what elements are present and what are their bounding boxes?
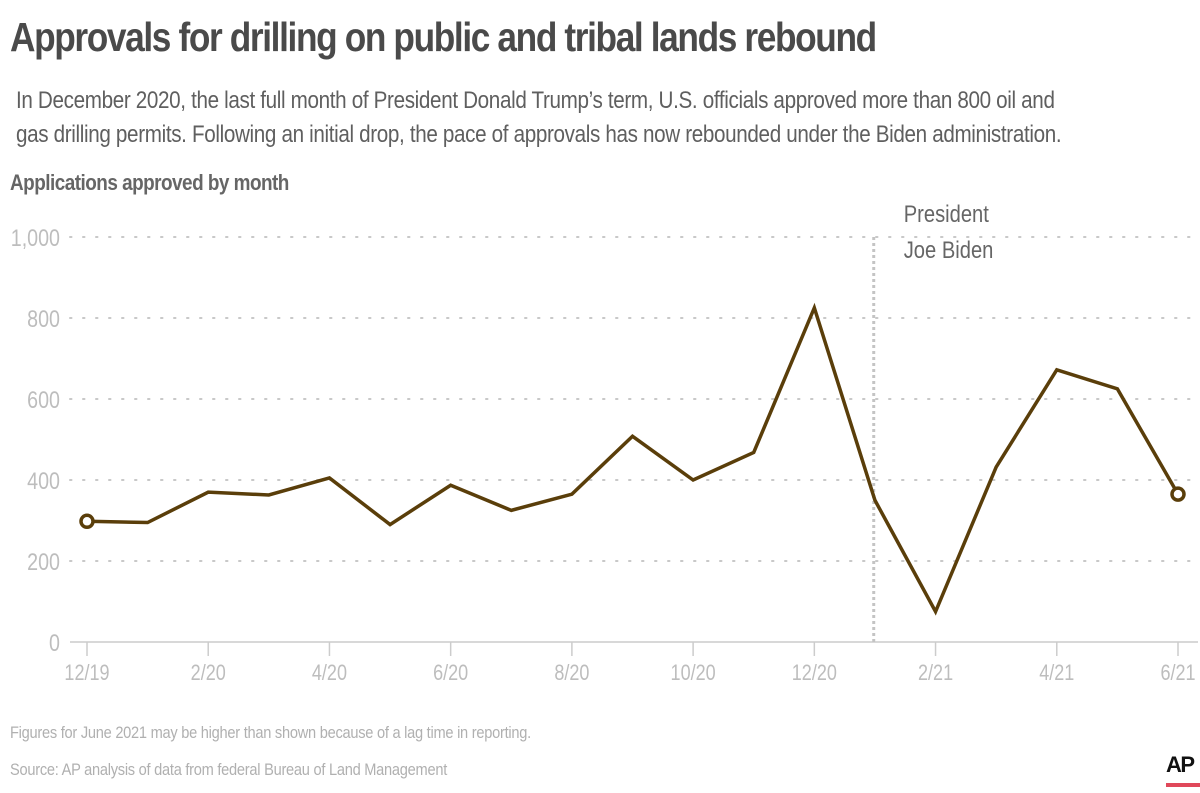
chart-title: Approvals for drilling on public and tri… — [10, 14, 877, 60]
ap-logo-text: AP — [1166, 752, 1195, 777]
x-tick-label: 12/19 — [64, 661, 109, 685]
subtitle-line-2: gas drilling permits. Following an initi… — [16, 121, 1062, 148]
y-tick-label: 400 — [27, 467, 60, 494]
x-tick-label: 4/21 — [1039, 661, 1074, 685]
endpoint-marker — [1170, 486, 1186, 502]
x-tick-label: 6/20 — [433, 661, 468, 685]
y-axis-label: Applications approved by month — [10, 170, 289, 195]
chart-subtitle: In December 2020, the last full month of… — [16, 84, 1168, 152]
x-tick-label: 2/20 — [191, 661, 226, 685]
x-tick-label: 2/21 — [918, 661, 953, 685]
x-tick-label: 10/20 — [671, 661, 716, 685]
data-series — [79, 302, 1186, 616]
y-tick-labels: 0 200 400 600 800 1,000 — [11, 224, 60, 656]
y-tick-label: 1,000 — [11, 224, 60, 251]
footnote: Figures for June 2021 may be higher than… — [10, 723, 531, 742]
y-tick-label: 0 — [49, 629, 60, 656]
annotation-biden: President Joe Biden — [872, 200, 994, 642]
x-tick-label: 4/20 — [312, 661, 347, 685]
ap-logo-bar — [1166, 783, 1200, 787]
subtitle-line-1: In December 2020, the last full month of… — [16, 87, 1055, 114]
y-tick-label: 200 — [27, 548, 60, 575]
series-line — [86, 302, 1180, 616]
grid-lines — [69, 236, 1199, 562]
y-tick-label: 800 — [27, 305, 60, 332]
annotation-text: Joe Biden — [904, 236, 994, 263]
x-tick-label: 12/20 — [792, 661, 837, 685]
source-note: Source: AP analysis of data from federal… — [10, 760, 448, 779]
x-axis: 12/19 2/20 4/20 6/20 8/20 10/20 12/20 2/21 4/21 6… — [64, 641, 1198, 685]
y-tick-label: 600 — [27, 386, 60, 413]
annotation-text: President — [904, 200, 989, 227]
ap-logo: AP — [1166, 754, 1200, 787]
endpoint-marker — [79, 513, 95, 530]
x-tick-label: 8/20 — [554, 661, 589, 685]
x-tick-label: 6/21 — [1160, 661, 1195, 685]
